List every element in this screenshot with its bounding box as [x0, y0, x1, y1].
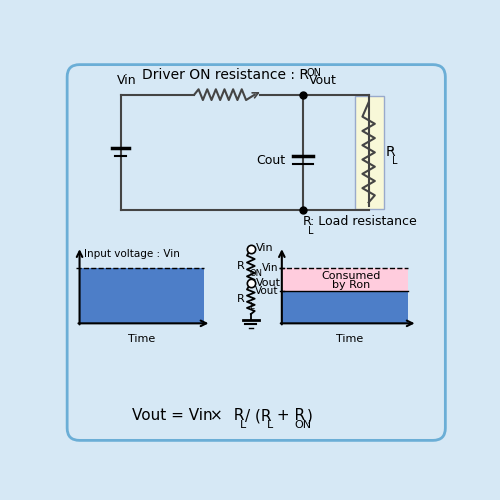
Text: Vin: Vin: [117, 74, 136, 87]
Text: ON: ON: [306, 68, 322, 78]
Text: ×: ×: [210, 408, 222, 423]
Text: L: L: [392, 156, 398, 166]
Text: L: L: [267, 420, 274, 430]
Text: + R: + R: [272, 408, 305, 423]
Bar: [282, 268, 408, 291]
Text: Vout: Vout: [309, 74, 337, 87]
Text: by Ron: by Ron: [332, 280, 370, 290]
Bar: [282, 291, 408, 324]
Text: L: L: [240, 420, 246, 430]
Text: Cout: Cout: [256, 154, 286, 166]
Text: Consumed: Consumed: [322, 270, 381, 280]
FancyBboxPatch shape: [67, 64, 446, 440]
Text: L: L: [308, 226, 314, 235]
Text: L: L: [250, 302, 254, 311]
Text: Input voltage : Vin: Input voltage : Vin: [84, 250, 180, 260]
Text: Time: Time: [336, 334, 363, 344]
Bar: [354, 96, 384, 208]
Text: / (R: / (R: [244, 408, 271, 423]
Text: ): ): [306, 408, 312, 423]
Text: Vout: Vout: [256, 278, 280, 287]
Text: : Load resistance: : Load resistance: [310, 215, 417, 228]
Text: R: R: [237, 294, 244, 304]
Text: R: R: [386, 146, 396, 160]
Bar: [80, 268, 204, 324]
Text: R: R: [303, 215, 312, 228]
Text: R: R: [237, 261, 244, 271]
Text: Time: Time: [128, 334, 155, 344]
Text: Vin: Vin: [256, 243, 273, 253]
Text: ON: ON: [250, 269, 262, 278]
Text: ON: ON: [294, 420, 312, 430]
Text: Vout = Vin: Vout = Vin: [132, 408, 218, 423]
Text: Vin: Vin: [262, 263, 278, 273]
Text: Driver ON resistance : R: Driver ON resistance : R: [142, 68, 309, 82]
Text: Vout: Vout: [254, 286, 278, 296]
Text: R: R: [224, 408, 244, 423]
